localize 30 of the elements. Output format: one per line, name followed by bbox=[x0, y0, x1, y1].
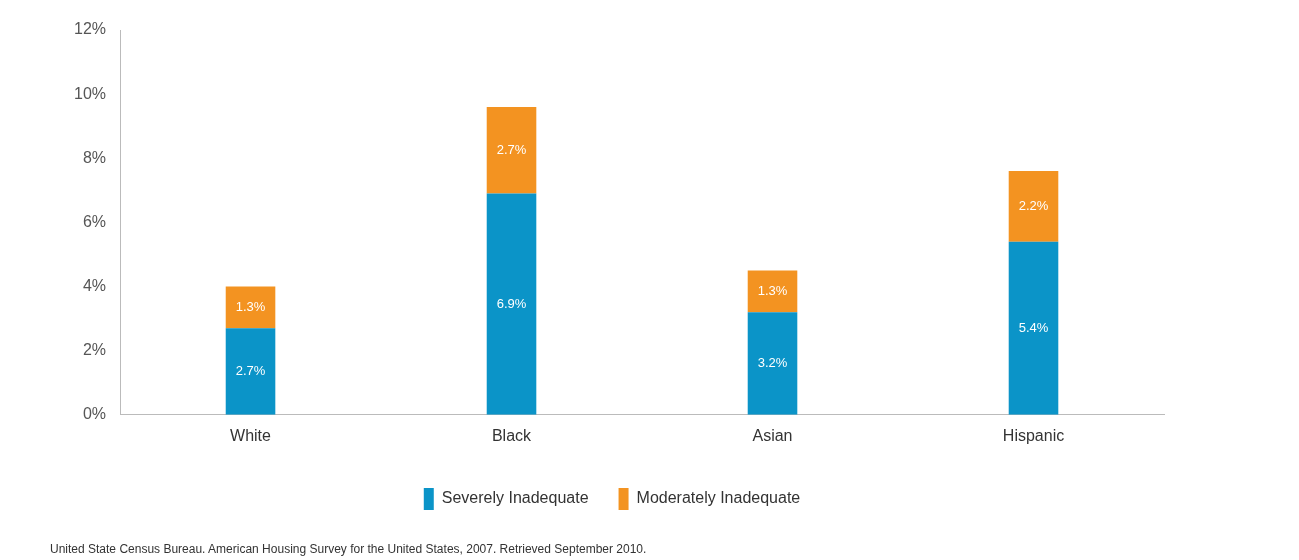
bar bbox=[747, 270, 798, 313]
x-tick-label: Asian bbox=[752, 426, 793, 444]
data-label: 1.3% bbox=[757, 282, 788, 298]
data-label: 2.7% bbox=[235, 363, 266, 379]
y-tick-label: 4% bbox=[82, 276, 107, 294]
data-label: 5.4% bbox=[1018, 319, 1049, 335]
y-tick-label: 0% bbox=[82, 405, 107, 423]
text: United State Census Bureau. American Housing Survey for the United States, 2007. Retrieved September 2010. bbox=[50, 542, 647, 556]
data-label: 2.7% bbox=[496, 141, 527, 157]
bar bbox=[747, 312, 798, 415]
bar bbox=[1008, 171, 1059, 242]
bar bbox=[225, 286, 276, 329]
bar bbox=[486, 193, 537, 415]
bar bbox=[225, 328, 276, 415]
x-tick-label: Hispanic bbox=[1002, 426, 1065, 444]
data-label: 3.2% bbox=[757, 355, 788, 371]
y-tick-label: 12% bbox=[73, 20, 107, 38]
y-tick-label: 6% bbox=[82, 212, 107, 230]
legend-label: Moderately Inadequate bbox=[636, 489, 801, 507]
bar bbox=[486, 106, 537, 194]
x-tick-label: White bbox=[230, 426, 272, 444]
y-tick-label: 10% bbox=[73, 84, 107, 102]
data-label: 6.9% bbox=[496, 295, 527, 311]
x-tick-label: Black bbox=[491, 426, 533, 444]
data-label: 2.2% bbox=[1018, 197, 1049, 213]
data-label: 1.3% bbox=[235, 298, 266, 314]
y-tick-label: 2% bbox=[82, 341, 107, 359]
y-tick-label: 8% bbox=[82, 148, 107, 166]
legend-label: Severely Inadequate bbox=[441, 489, 589, 507]
bar bbox=[1008, 241, 1059, 415]
